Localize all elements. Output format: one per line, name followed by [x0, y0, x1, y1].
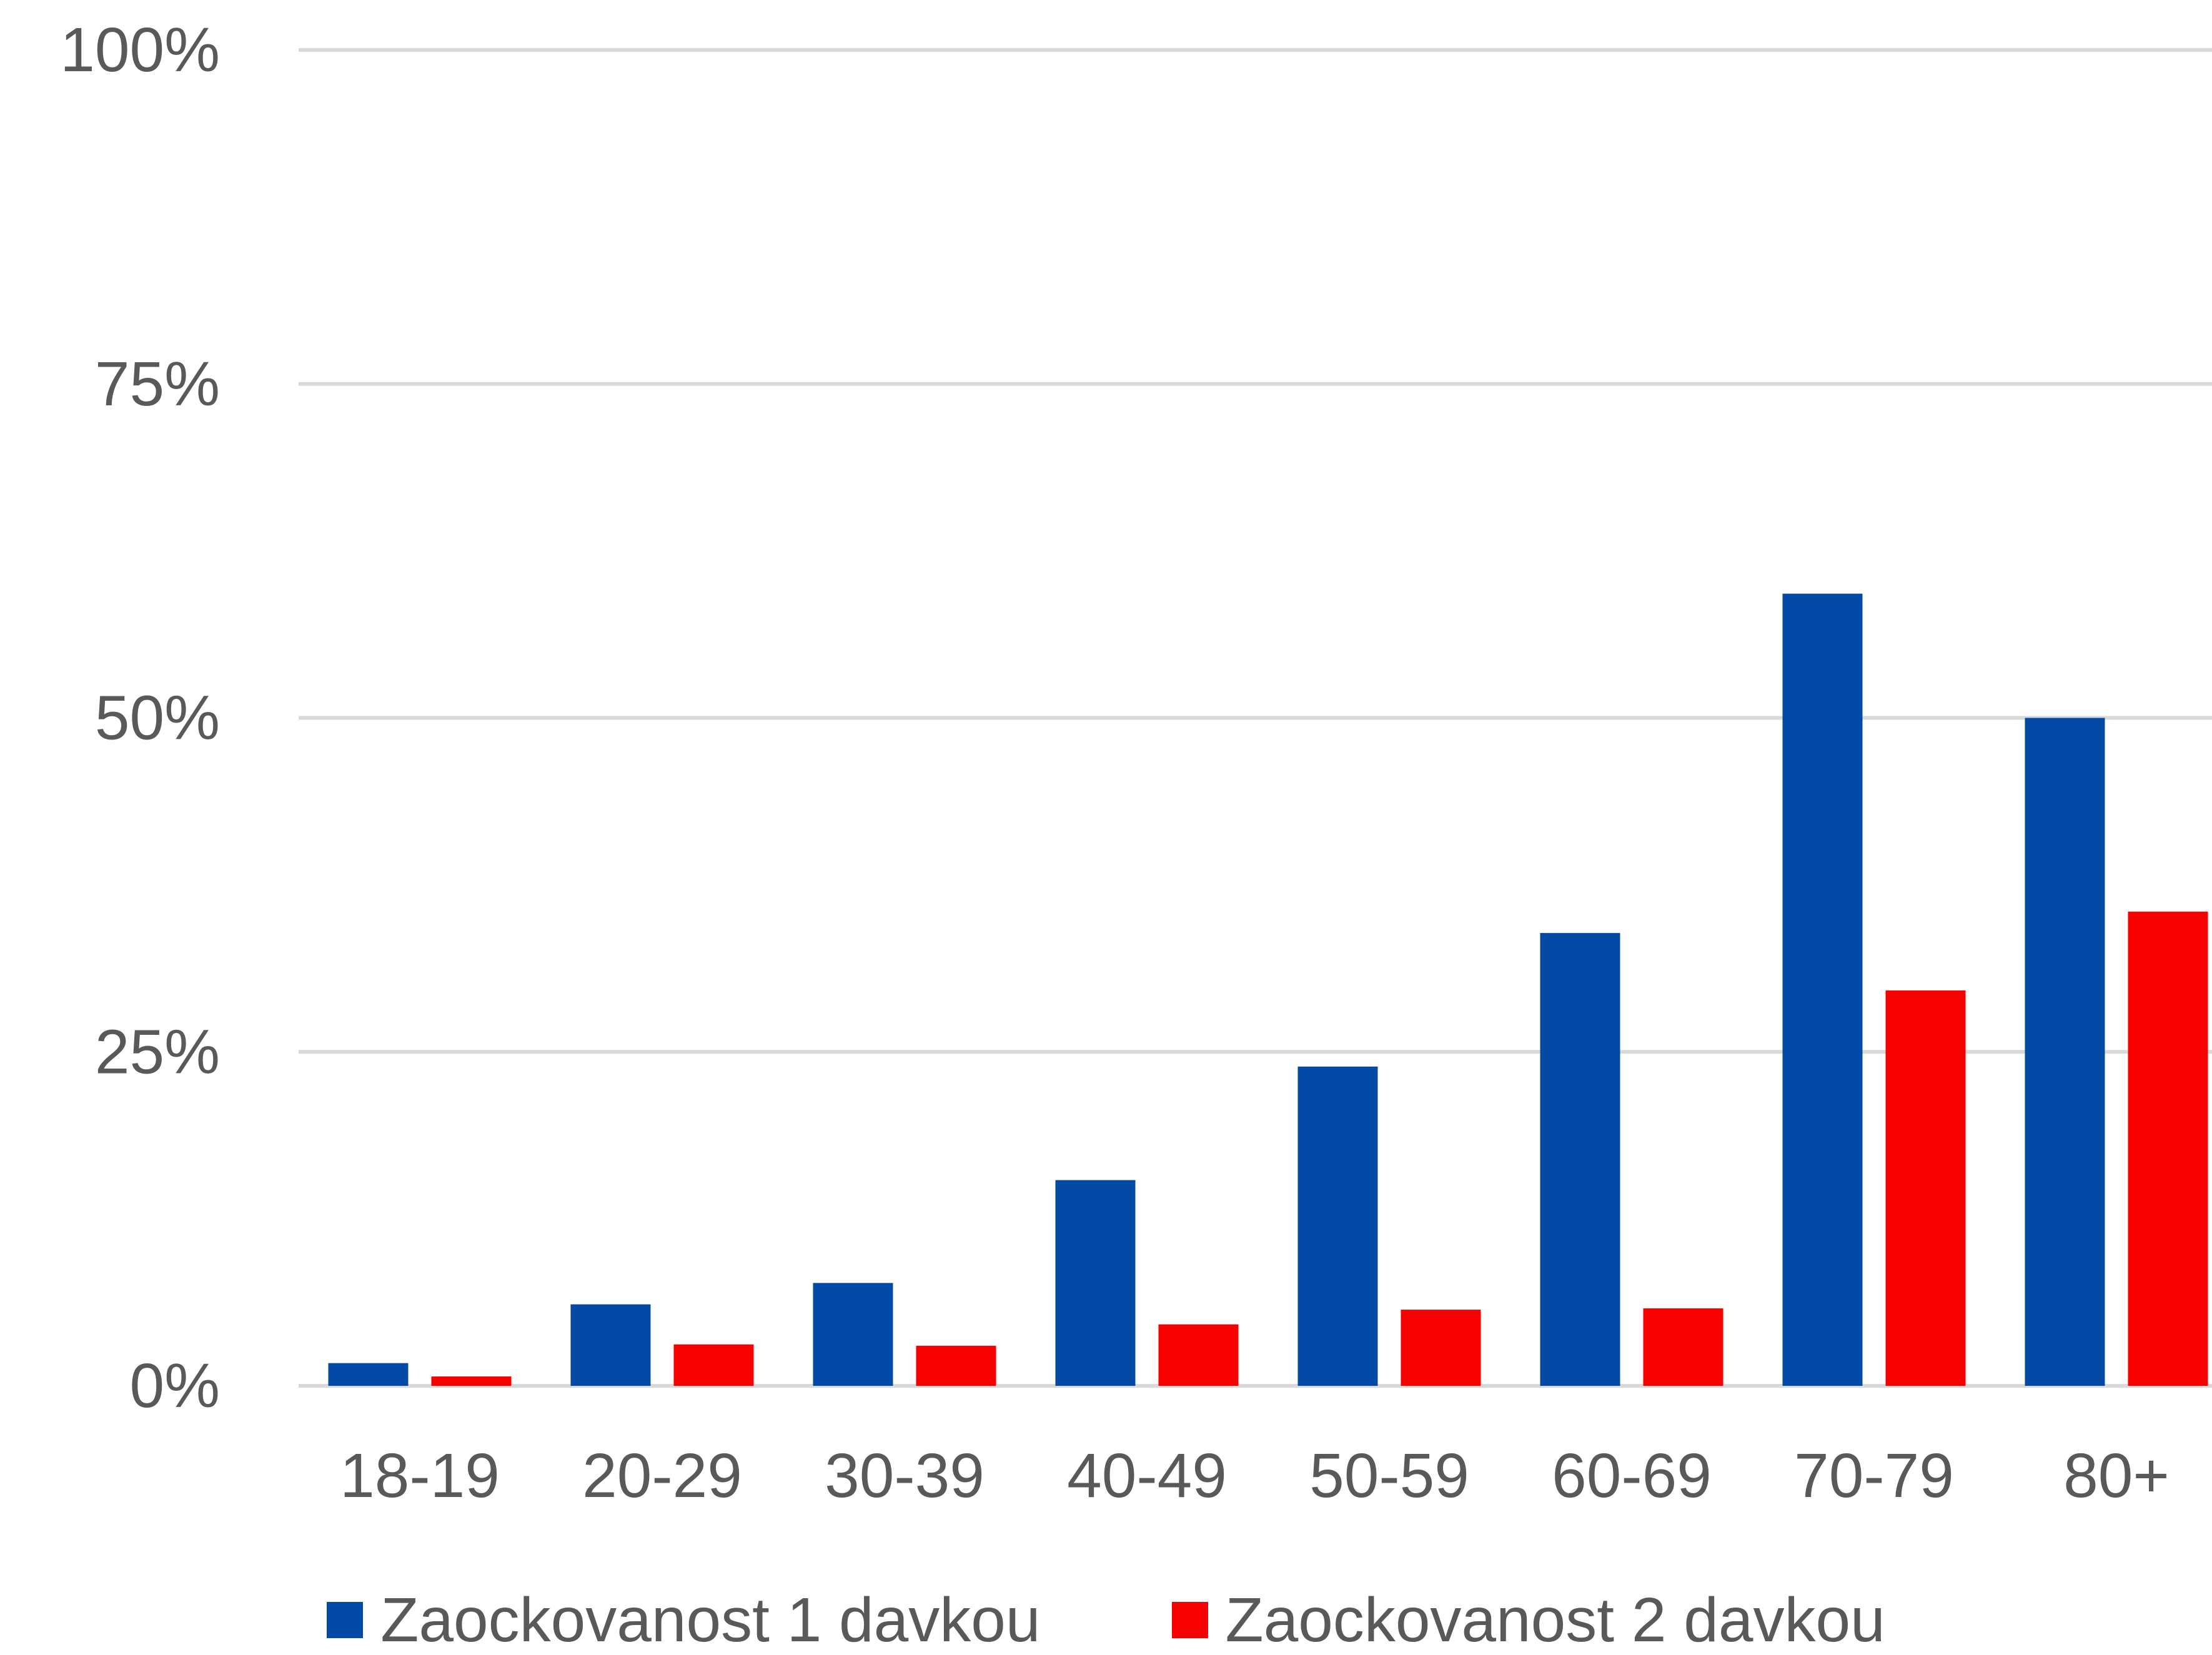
y-tick-label: 100%: [60, 15, 220, 85]
bar-series-2-40-49: [1158, 1324, 1239, 1386]
bar-series-2-60-69: [1643, 1308, 1723, 1386]
x-tick-label: 18-19: [340, 1441, 500, 1511]
y-tick-label: 25%: [95, 1017, 220, 1087]
bars: [328, 593, 2208, 1386]
bar-series-2-80+: [2128, 911, 2208, 1386]
y-axis-ticks: 0% 25% 50% 75% 100%: [60, 15, 220, 1421]
bar-series-2-30-39: [916, 1345, 996, 1386]
y-tick-label: 75%: [95, 349, 220, 419]
legend-swatch-series-1: [327, 1601, 364, 1638]
y-tick-label: 0%: [129, 1351, 220, 1421]
bar-series-1-50-59: [1297, 1066, 1378, 1386]
bar-series-1-30-39: [813, 1283, 893, 1386]
bar-series-1-40-49: [1055, 1180, 1136, 1386]
bar-series-1-20-29: [570, 1304, 651, 1386]
bar-series-1-80+: [2025, 718, 2105, 1386]
x-tick-label: 20-29: [582, 1441, 742, 1511]
bar-series-1-60-69: [1540, 932, 1620, 1386]
bar-series-2-20-29: [673, 1344, 754, 1386]
bar-series-1-70-79: [1782, 593, 1863, 1386]
legend-label-series-1: Zaockovanost 1 davkou: [380, 1584, 1041, 1655]
legend-swatch-series-2: [1171, 1601, 1208, 1638]
legend-item-series-1: Zaockovanost 1 davkou: [327, 1584, 1041, 1655]
x-tick-label: 50-59: [1309, 1441, 1469, 1511]
x-tick-label: 70-79: [1794, 1441, 1954, 1511]
bar-series-2-70-79: [1885, 990, 1966, 1386]
x-tick-label: 40-49: [1067, 1441, 1227, 1511]
bar-series-2-18-19: [431, 1376, 512, 1386]
legend-label-series-2: Zaockovanost 2 davkou: [1225, 1584, 1885, 1655]
bar-series-1-18-19: [328, 1363, 409, 1386]
legend-item-series-2: Zaockovanost 2 davkou: [1171, 1584, 1885, 1655]
y-tick-label: 50%: [95, 683, 220, 753]
bar-series-2-50-59: [1401, 1310, 1481, 1386]
legend: Zaockovanost 1 davkou Zaockovanost 2 dav…: [0, 1586, 2212, 1653]
x-axis-ticks: 18-19 20-29 30-39 40-49 50-59 60-69 70-79 80+: [340, 1441, 2170, 1511]
x-tick-label: 80+: [2063, 1441, 2170, 1511]
x-tick-label: 30-39: [825, 1441, 984, 1511]
x-tick-label: 60-69: [1552, 1441, 1712, 1511]
